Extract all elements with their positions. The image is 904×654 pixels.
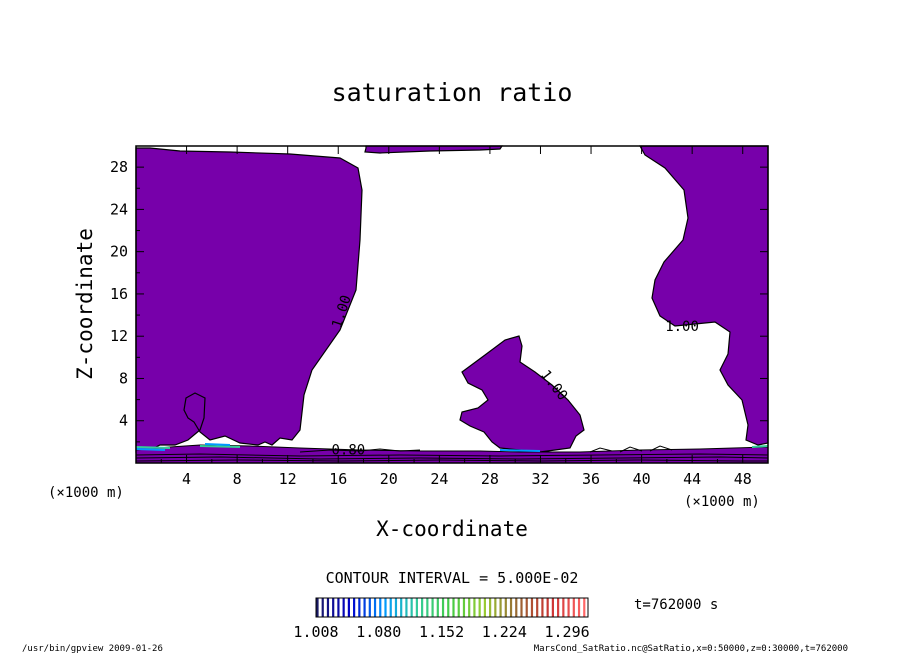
- footer-right: MarsCond_SatRatio.nc@SatRatio,x=0:50000,…: [534, 644, 848, 654]
- y-tick-label: 28: [110, 158, 128, 176]
- time-text: t=762000 s: [634, 597, 718, 613]
- x-unit-right: (×1000 m): [684, 494, 760, 510]
- x-axis: 4 8 12 16 20 24 28 32 36 40 44 48: [160, 146, 752, 488]
- colorbar-labels: 1.008 1.080 1.152 1.224 1.296: [293, 623, 589, 641]
- colorbar-label: 1.224: [482, 623, 527, 641]
- chart-title: saturation ratio: [332, 78, 573, 107]
- x-tick-label: 44: [683, 470, 701, 488]
- y-tick-label: 16: [110, 285, 128, 303]
- contour-label: 1.00: [665, 319, 699, 335]
- x-unit-left: (×1000 m): [48, 485, 124, 501]
- colorbar-stripes: [316, 598, 586, 617]
- high-saturation-band: [135, 443, 769, 452]
- plot-frame: [135, 145, 769, 464]
- y-tick-label: 4: [119, 412, 128, 430]
- x-tick-label: 12: [279, 470, 297, 488]
- x-tick-label: 16: [329, 470, 347, 488]
- y-tick-label: 8: [119, 369, 128, 387]
- x-tick-label: 32: [531, 470, 549, 488]
- colorbar-label: 1.008: [293, 623, 338, 641]
- plot-area: [135, 145, 769, 464]
- saturation-region-center: [459, 335, 585, 453]
- y-tick-label: 24: [110, 200, 128, 218]
- colorbar: 1.008 1.080 1.152 1.224 1.296: [293, 597, 590, 641]
- y-axis-label: Z-coordinate: [73, 228, 97, 380]
- footer-left: /usr/bin/gpview 2009-01-26: [22, 644, 163, 654]
- x-tick-label: 48: [734, 470, 752, 488]
- x-tick-label: 40: [633, 470, 651, 488]
- contour-interval-text: CONTOUR INTERVAL = 5.000E-02: [326, 569, 579, 587]
- colorbar-label: 1.080: [356, 623, 401, 641]
- colorbar-frame: [315, 597, 589, 618]
- y-tick-label: 20: [110, 243, 128, 261]
- colorbar-label: 1.152: [419, 623, 464, 641]
- x-axis-label: X-coordinate: [376, 517, 528, 541]
- y-tick-label: 12: [110, 327, 128, 345]
- contour-label: 0.80: [331, 443, 365, 459]
- saturation-region-right: [638, 145, 769, 446]
- saturation-region-left: [135, 147, 363, 453]
- colorbar-label: 1.296: [544, 623, 589, 641]
- x-tick-label: 28: [481, 470, 499, 488]
- y-axis: 4 8 12 16 20 24 28: [110, 158, 768, 443]
- x-tick-label: 24: [430, 470, 448, 488]
- x-tick-label: 20: [380, 470, 398, 488]
- x-tick-label: 36: [582, 470, 600, 488]
- x-tick-label: 4: [182, 470, 191, 488]
- x-tick-label: 8: [233, 470, 242, 488]
